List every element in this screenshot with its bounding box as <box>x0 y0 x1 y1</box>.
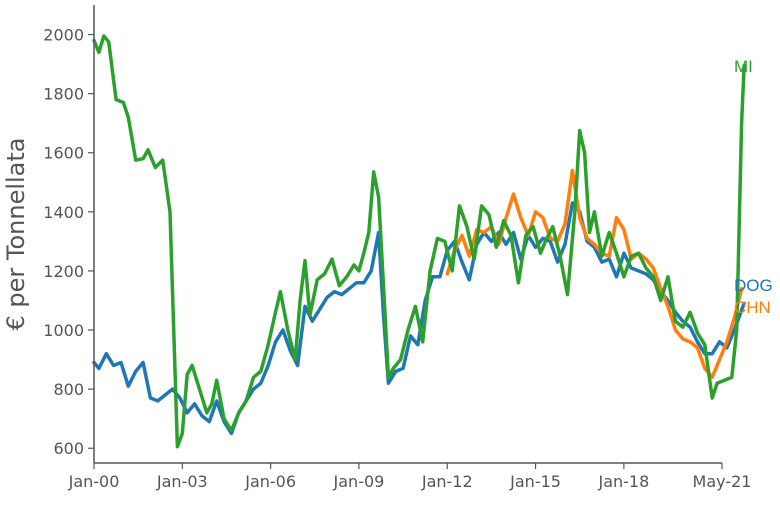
y-tick-label: 800 <box>53 380 84 399</box>
x-tick-label: Jan-18 <box>597 472 649 491</box>
x-tick-label: Jan-15 <box>509 472 561 491</box>
series-label-chn: CHN <box>734 298 771 317</box>
x-tick-label: Jan-09 <box>333 472 385 491</box>
series-label-mi: MI <box>734 57 753 76</box>
y-tick-label: 1400 <box>43 203 84 222</box>
series-label-dog: DOG <box>734 276 773 295</box>
y-tick-label: 2000 <box>43 26 84 45</box>
x-ticks: Jan-00 Jan-03 Jan-06 Jan-09 Jan-12 Jan-15 Jan-… <box>68 463 752 491</box>
series-line-chn <box>445 168 744 380</box>
y-tick-label: 1800 <box>43 85 84 104</box>
x-tick-label: Jan-12 <box>421 472 473 491</box>
y-tick-label: 600 <box>53 439 84 458</box>
series-line-dog <box>92 201 746 436</box>
series-labels: MI DOG CHN <box>734 57 773 317</box>
x-tick-label: Jan-06 <box>244 472 296 491</box>
x-tick-label: May-21 <box>693 472 752 491</box>
series-line-mi <box>92 34 746 449</box>
y-ticks: 600 800 1000 1200 1400 1600 1800 2000 <box>43 26 94 458</box>
x-tick-label: Jan-03 <box>156 472 208 491</box>
y-tick-label: 1000 <box>43 321 84 340</box>
y-tick-label: 1600 <box>43 144 84 163</box>
y-axis-title: € per Tonnellata <box>2 137 30 330</box>
plot-area <box>92 34 746 449</box>
x-tick-label: Jan-00 <box>68 472 120 491</box>
y-tick-label: 1200 <box>43 262 84 281</box>
